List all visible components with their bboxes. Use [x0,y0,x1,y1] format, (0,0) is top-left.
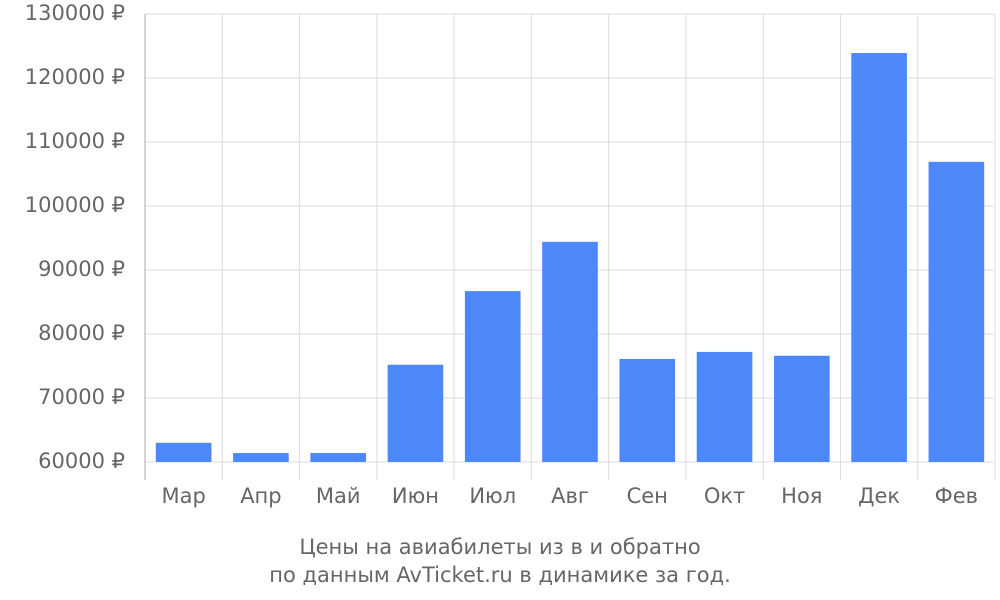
bar [619,358,676,462]
bar [542,241,598,462]
bar [310,453,366,462]
bar [851,53,907,462]
bar [155,442,212,462]
bar [774,355,830,462]
y-tick-label: 70000 ₽ [38,385,125,409]
chart-title: Цены на авиабилеты из в и обратно [299,535,700,559]
y-tick-label: 130000 ₽ [25,1,125,25]
x-tick-label: Дек [858,484,900,508]
bar [464,291,521,462]
bar [233,453,289,462]
x-tick-label: Окт [704,484,745,508]
bar [928,161,985,462]
x-tick-label: Мар [161,484,205,508]
y-tick-label: 100000 ₽ [25,193,125,217]
x-tick-label: Май [316,484,361,508]
x-tick-label: Фев [935,484,978,508]
x-tick-label: Авг [551,484,589,508]
x-tick-label: Апр [240,484,281,508]
x-tick-label: Сен [627,484,668,508]
y-tick-label: 110000 ₽ [25,129,125,153]
x-tick-label: Июл [469,484,516,508]
bar [387,364,444,462]
y-tick-label: 60000 ₽ [38,449,125,473]
bar [696,351,753,462]
chart-title: по данным AvTicket.ru в динамике за год. [269,563,731,587]
x-tick-label: Ноя [781,484,822,508]
y-tick-label: 90000 ₽ [38,257,125,281]
y-tick-label: 120000 ₽ [25,65,125,89]
y-tick-label: 80000 ₽ [38,321,125,345]
x-tick-label: Июн [392,484,439,508]
